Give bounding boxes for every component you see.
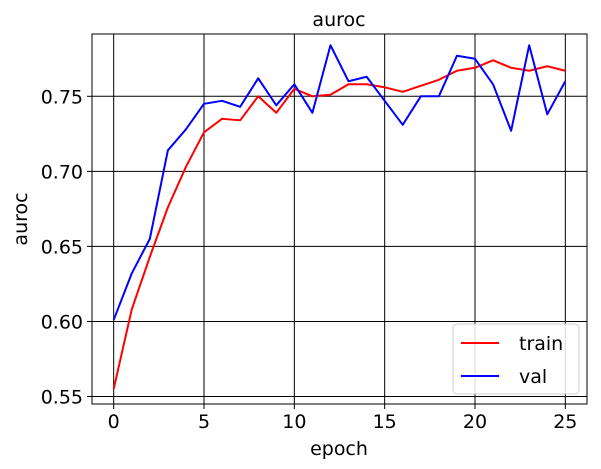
y-tick-label-0.60: 0.60 — [41, 311, 83, 333]
plot-frame — [91, 33, 588, 405]
y-tick-label-0.75: 0.75 — [41, 86, 83, 108]
y-axis-label: auroc — [10, 192, 32, 245]
y-tick-label-0.65: 0.65 — [41, 236, 83, 258]
x-tick-label-10: 10 — [282, 411, 306, 433]
x-axis-label: epoch — [310, 438, 368, 460]
series-line-val — [112, 44, 567, 321]
x-tick-label-0: 0 — [108, 411, 120, 433]
series-line-train — [112, 59, 566, 390]
x-tick-label-5: 5 — [198, 411, 210, 433]
y-tick-label-0.70: 0.70 — [41, 161, 83, 183]
x-tick-label-25: 25 — [553, 411, 577, 433]
y-tick-label-0.55: 0.55 — [41, 386, 83, 408]
chart-title: auroc — [312, 9, 365, 31]
x-tick-label-15: 15 — [373, 411, 397, 433]
legend-label-train: train — [519, 333, 563, 355]
legend-label-val: val — [519, 366, 547, 388]
x-tick-label-20: 20 — [463, 411, 487, 433]
